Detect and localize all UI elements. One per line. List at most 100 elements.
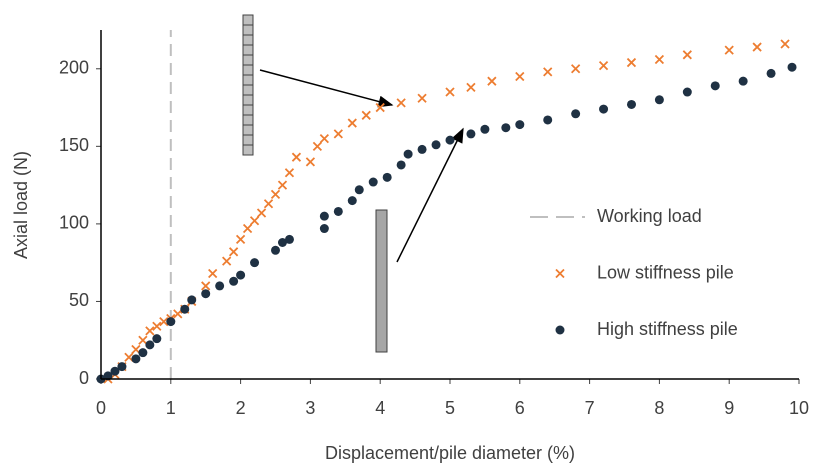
point xyxy=(152,334,162,344)
point xyxy=(215,281,225,291)
y-tick-label: 0 xyxy=(79,368,89,388)
point xyxy=(201,281,211,291)
point xyxy=(201,289,211,299)
point xyxy=(787,62,797,72)
point xyxy=(333,129,343,139)
point xyxy=(159,316,169,327)
point xyxy=(145,326,155,336)
point xyxy=(277,180,288,190)
x-axis-label: Displacement/pile diameter (%) xyxy=(325,443,575,463)
point xyxy=(626,99,636,109)
point xyxy=(117,362,127,372)
point xyxy=(543,67,553,77)
point xyxy=(543,115,553,125)
legend: Working load Low stiffness pile High stiff… xyxy=(530,206,738,339)
point xyxy=(682,50,692,60)
x-tick-label: 8 xyxy=(654,398,664,418)
point xyxy=(480,124,490,134)
point xyxy=(487,76,497,86)
point xyxy=(598,61,609,71)
point xyxy=(284,168,295,178)
point xyxy=(333,206,343,216)
point xyxy=(110,366,120,376)
point xyxy=(173,309,183,319)
x-tick-label: 4 xyxy=(375,398,385,418)
legend-label: High stiffness pile xyxy=(597,319,738,339)
point xyxy=(263,199,274,209)
point xyxy=(208,268,218,279)
point xyxy=(403,149,413,159)
arrow xyxy=(259,69,394,108)
point xyxy=(724,45,734,55)
point xyxy=(166,317,176,327)
arrow xyxy=(396,127,464,263)
point xyxy=(250,258,260,268)
point xyxy=(515,71,525,82)
point xyxy=(654,54,665,65)
pile-annotations xyxy=(242,14,464,353)
x-tick-label: 0 xyxy=(96,398,106,418)
point xyxy=(138,348,148,358)
point xyxy=(431,140,441,150)
point xyxy=(319,211,329,221)
point xyxy=(236,270,246,280)
legend-swatch xyxy=(555,325,565,335)
point xyxy=(131,354,141,364)
y-tick-label: 150 xyxy=(59,135,89,155)
point xyxy=(361,110,371,120)
y-tick-label: 200 xyxy=(59,58,89,78)
point xyxy=(222,256,232,266)
point xyxy=(319,133,329,144)
point xyxy=(396,160,406,170)
point xyxy=(375,102,385,113)
point xyxy=(710,81,720,91)
point xyxy=(305,157,316,167)
y-tick-label: 50 xyxy=(69,290,89,310)
point xyxy=(271,245,280,255)
point xyxy=(347,118,357,128)
series xyxy=(96,62,797,384)
point xyxy=(228,247,239,257)
point xyxy=(229,276,239,286)
point xyxy=(501,123,511,133)
point xyxy=(277,238,287,248)
point xyxy=(249,216,260,226)
point xyxy=(752,42,762,52)
point xyxy=(235,234,246,245)
point xyxy=(354,185,364,195)
point xyxy=(738,76,748,86)
x-tick-label: 3 xyxy=(305,398,315,418)
point xyxy=(417,93,427,103)
point xyxy=(291,152,302,162)
point xyxy=(417,144,427,154)
point xyxy=(256,208,267,218)
x-tick-label: 10 xyxy=(789,398,809,418)
point xyxy=(284,234,294,244)
point xyxy=(780,39,790,49)
point xyxy=(145,340,155,350)
point xyxy=(319,224,329,234)
solid-pile xyxy=(375,209,388,353)
point xyxy=(445,87,455,97)
point xyxy=(766,68,776,78)
point xyxy=(515,120,525,130)
legend-label: Working load xyxy=(597,206,702,226)
point xyxy=(466,129,476,139)
x-tick-label: 2 xyxy=(236,398,246,418)
point xyxy=(242,223,253,234)
point xyxy=(347,196,357,206)
point xyxy=(626,57,637,68)
point xyxy=(187,295,197,305)
point xyxy=(654,95,664,105)
point xyxy=(152,321,162,331)
x-tick-label: 9 xyxy=(724,398,734,418)
point xyxy=(396,98,406,108)
point xyxy=(103,371,113,381)
point xyxy=(138,335,148,345)
series xyxy=(103,39,790,384)
point xyxy=(466,82,476,93)
legend-swatch xyxy=(555,268,565,279)
x-tick-label: 6 xyxy=(515,398,525,418)
legend-label: Low stiffness pile xyxy=(597,262,734,282)
